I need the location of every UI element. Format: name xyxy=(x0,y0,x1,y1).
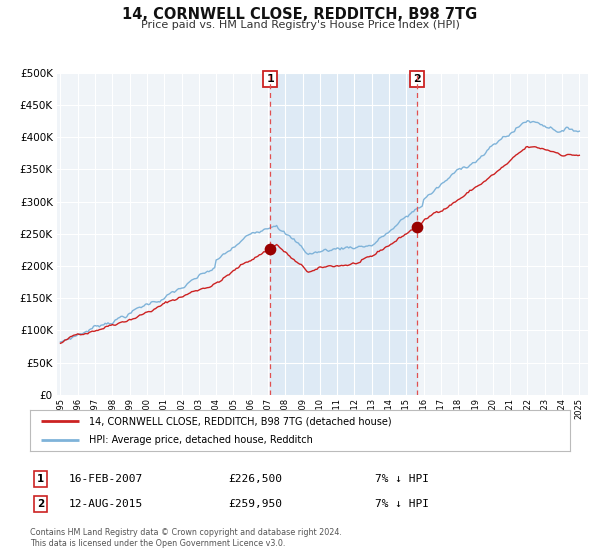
Text: £259,950: £259,950 xyxy=(228,499,282,509)
Text: HPI: Average price, detached house, Redditch: HPI: Average price, detached house, Redd… xyxy=(89,435,313,445)
Text: 14, CORNWELL CLOSE, REDDITCH, B98 7TG: 14, CORNWELL CLOSE, REDDITCH, B98 7TG xyxy=(122,7,478,22)
Bar xyxy=(270,73,417,395)
Text: 2: 2 xyxy=(413,74,421,84)
Text: 12-AUG-2015: 12-AUG-2015 xyxy=(69,499,143,509)
Text: 1: 1 xyxy=(37,474,44,484)
Text: 7% ↓ HPI: 7% ↓ HPI xyxy=(375,474,429,484)
Point xyxy=(265,245,275,254)
Text: Contains HM Land Registry data © Crown copyright and database right 2024.: Contains HM Land Registry data © Crown c… xyxy=(30,528,342,537)
Text: 14, CORNWELL CLOSE, REDDITCH, B98 7TG (detached house): 14, CORNWELL CLOSE, REDDITCH, B98 7TG (d… xyxy=(89,417,392,426)
Text: 1: 1 xyxy=(266,74,274,84)
Text: This data is licensed under the Open Government Licence v3.0.: This data is licensed under the Open Gov… xyxy=(30,539,286,548)
Text: £226,500: £226,500 xyxy=(228,474,282,484)
Text: 2: 2 xyxy=(37,499,44,509)
Text: 16-FEB-2007: 16-FEB-2007 xyxy=(69,474,143,484)
Text: Price paid vs. HM Land Registry's House Price Index (HPI): Price paid vs. HM Land Registry's House … xyxy=(140,20,460,30)
Text: 7% ↓ HPI: 7% ↓ HPI xyxy=(375,499,429,509)
Point xyxy=(412,223,422,232)
